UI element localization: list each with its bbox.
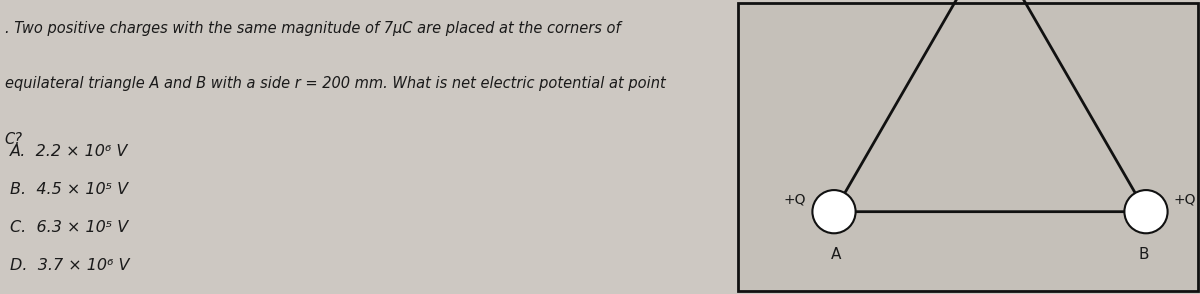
Text: A.  2.2 × 10⁶ V: A. 2.2 × 10⁶ V <box>10 144 128 159</box>
Text: . Two positive charges with the same magnitude of 7μC are placed at the corners : . Two positive charges with the same mag… <box>5 21 620 36</box>
Ellipse shape <box>1124 190 1168 233</box>
Text: C?: C? <box>5 132 23 147</box>
Bar <box>738 3 1198 291</box>
Text: +Q: +Q <box>784 193 806 207</box>
Text: A: A <box>832 247 841 262</box>
Ellipse shape <box>812 190 856 233</box>
Text: B: B <box>1139 247 1148 262</box>
Text: B.  4.5 × 10⁵ V: B. 4.5 × 10⁵ V <box>10 182 127 197</box>
Text: C.  6.3 × 10⁵ V: C. 6.3 × 10⁵ V <box>10 220 128 235</box>
Text: D.  3.7 × 10⁶ V: D. 3.7 × 10⁶ V <box>10 258 130 273</box>
Text: +Q: +Q <box>1174 193 1196 207</box>
Text: equilateral triangle A and B with a side r = 200 mm. What is net electric potent: equilateral triangle A and B with a side… <box>5 76 666 91</box>
